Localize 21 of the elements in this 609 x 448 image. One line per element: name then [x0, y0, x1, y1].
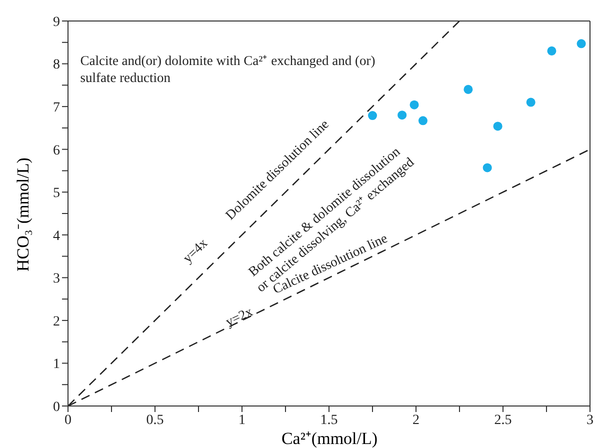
y-tick-label: 5: [53, 186, 60, 202]
y-tick-label: 0: [53, 400, 60, 415]
y-tick-label: 6: [53, 143, 60, 158]
y-tick-label: 2: [53, 314, 60, 330]
x-tick-label: 3: [586, 412, 594, 428]
y-tick-label: 9: [53, 14, 60, 30]
x-tick-label: 2.5: [494, 412, 512, 428]
x-axis-title: Ca²⁺(mmol/L): [280, 428, 379, 448]
y-axis-title: HCO₃⁻(mmol/L): [12, 156, 34, 274]
x-tick-label: 2: [412, 412, 420, 428]
y-tick-label: 3: [53, 272, 60, 287]
y-tick-label: 1: [53, 357, 60, 372]
x-tick-label: 1.5: [320, 412, 338, 428]
y-tick-label: 7: [53, 100, 60, 116]
x-tick-label: 1: [238, 412, 246, 428]
annotation: Calcite and(or) dolomite with Ca²⁺ exchanged and (or) sulfate reduction: [80, 52, 376, 86]
x-tick-label: 0: [64, 412, 72, 428]
y-tick-label: 4: [53, 228, 60, 244]
y-tick-label: 8: [53, 58, 60, 73]
annotation: y=2x: [222, 302, 256, 331]
x-tick-label: 0.5: [146, 412, 164, 428]
